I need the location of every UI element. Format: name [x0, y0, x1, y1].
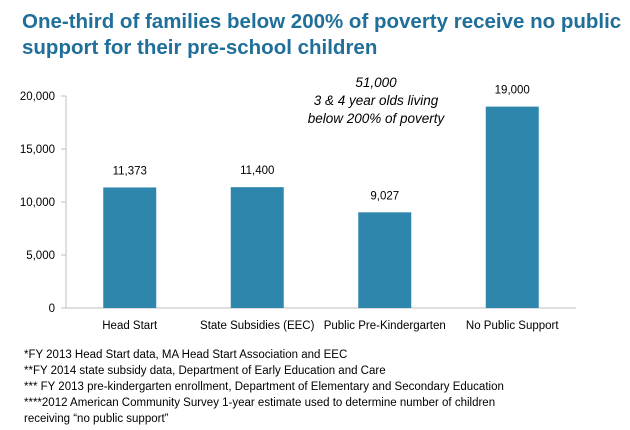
- chart-title-line-1: One-third of families below 200% of pove…: [22, 10, 622, 33]
- bar: [358, 212, 412, 308]
- annotation-line: 51,000: [355, 75, 397, 90]
- x-category-label: No Public Support: [466, 320, 559, 332]
- chart-title-line-2: support for their pre-school children: [22, 36, 378, 59]
- bar: [485, 106, 539, 308]
- y-tick-label: 20,000: [20, 91, 55, 103]
- footnote-acs-continued: receiving “no public support”: [24, 413, 169, 425]
- bar-data-label: 19,000: [495, 85, 530, 97]
- x-category-label: Head Start: [102, 320, 158, 332]
- bar-data-label: 11,400: [240, 165, 274, 177]
- footnote-head-start: *FY 2013 Head Start data, MA Head Start …: [24, 349, 348, 361]
- bar-data-label: 9,027: [370, 190, 399, 202]
- annotation-line: 3 & 4 year olds living: [314, 93, 439, 108]
- y-tick-label: 5,000: [26, 250, 55, 262]
- footnotes: *FY 2013 Head Start data, MA Head Start …: [24, 347, 614, 427]
- bar: [103, 187, 157, 308]
- footnote-acs: ****2012 American Community Survey 1-yea…: [24, 397, 496, 409]
- x-category-label: State Subsidies (EEC): [200, 320, 315, 332]
- y-tick-label: 10,000: [20, 197, 55, 209]
- y-tick-label: 15,000: [20, 144, 55, 156]
- annotation-line: below 200% of poverty: [308, 111, 446, 126]
- y-tick-label: 0: [49, 303, 55, 315]
- x-category-label: Public Pre-Kindergarten: [324, 320, 446, 332]
- bar-chart: 0 5,000 10,000 15,000 20,000 11,373 Head Start…: [20, 75, 576, 332]
- bar: [230, 187, 284, 308]
- chart-title: One-third of families below 200% of pove…: [22, 9, 622, 61]
- bar-data-label: 11,373: [113, 165, 147, 177]
- footnote-state-subsidy: **FY 2014 state subsidy data, Department…: [24, 365, 386, 377]
- footnote-pre-k: *** FY 2013 pre-kindergarten enrollment,…: [24, 381, 504, 393]
